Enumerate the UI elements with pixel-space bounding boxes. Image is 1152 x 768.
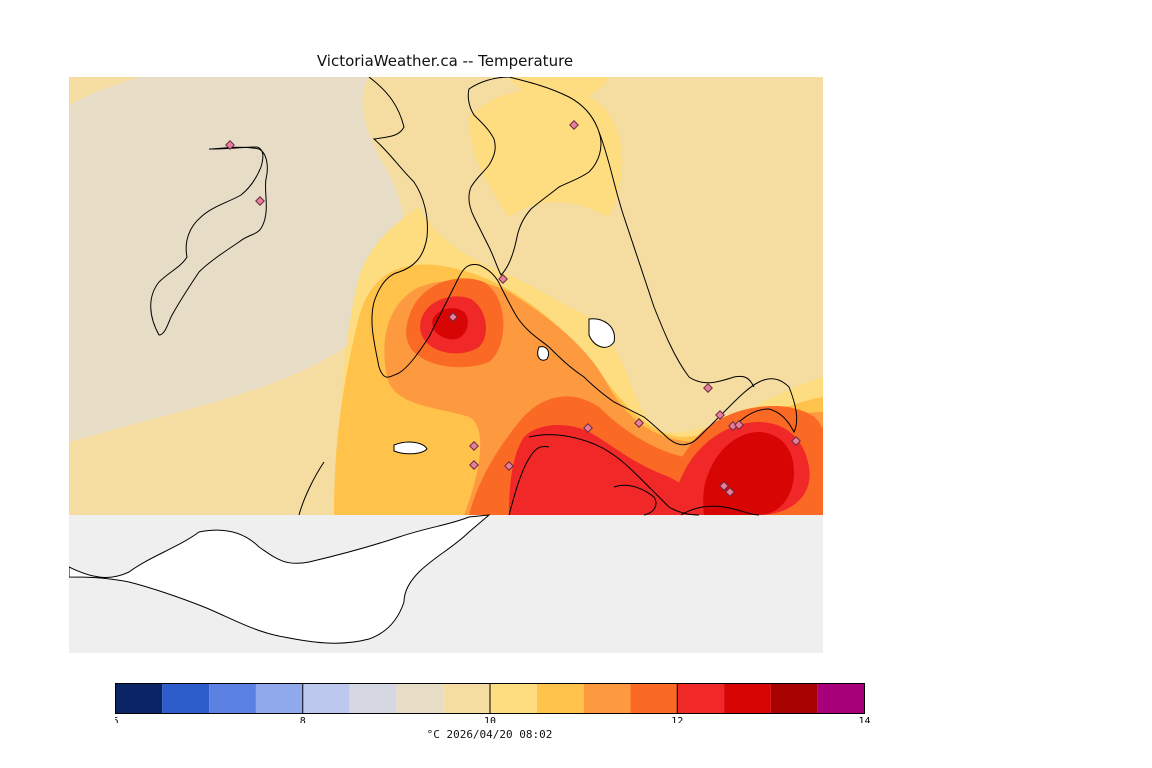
station-marker[interactable]: [725, 487, 735, 497]
station-marker[interactable]: [569, 120, 579, 130]
coastline: [613, 484, 657, 516]
temperature-contours: [69, 77, 823, 515]
station-marker[interactable]: [715, 410, 725, 420]
map-canvas: [69, 77, 823, 653]
station-marker[interactable]: [703, 383, 713, 393]
color-scale-bin: [396, 683, 444, 714]
contour-band: [69, 77, 139, 107]
island: [588, 318, 615, 348]
station-marker[interactable]: [225, 140, 235, 150]
color-scale-bin: [583, 683, 631, 714]
map-title: VictoriaWeather.ca -- Temperature: [316, 52, 574, 70]
color-scale-bin: [162, 683, 210, 714]
color-scale-bin: [209, 683, 256, 714]
color-scale-tick-label: 12: [671, 716, 683, 723]
color-scale-bin: [255, 683, 303, 714]
color-scale-tick-label: 14: [858, 716, 870, 723]
color-scale-bin: [817, 683, 865, 714]
station-marker[interactable]: [469, 441, 479, 451]
coastline: [298, 461, 325, 516]
color-scale-tick-label: 8: [300, 716, 306, 723]
coastline: [368, 77, 798, 446]
station-marker[interactable]: [469, 460, 479, 470]
coastline: [150, 146, 268, 336]
island: [537, 346, 550, 361]
coastline: [508, 446, 550, 516]
station-marker[interactable]: [634, 418, 644, 428]
scale-caption: °C 2026/04/20 08:02: [426, 728, 553, 741]
color-scale-bin: [536, 683, 584, 714]
color-scale-tick-label: 10: [484, 716, 496, 723]
color-scale-bin: [115, 683, 163, 714]
coastline: [680, 505, 760, 516]
station-marker[interactable]: [583, 423, 593, 433]
station-marker[interactable]: [448, 312, 458, 322]
color-scale-bin: [490, 683, 537, 714]
color-scale-tick-label: 6: [115, 716, 119, 723]
color-scale-bin: [302, 683, 350, 714]
coastline: [528, 434, 700, 516]
color-scale-bin: [770, 683, 818, 714]
station-marker[interactable]: [734, 420, 744, 430]
contour-band: [432, 308, 468, 340]
station-marker[interactable]: [498, 274, 508, 284]
contour-band: [509, 425, 709, 515]
contour-band: [703, 432, 794, 515]
station-markers: [225, 120, 801, 497]
color-scale-bins: [115, 683, 865, 714]
color-scale-bin: [677, 683, 725, 714]
color-scale-bin: [724, 683, 771, 714]
station-marker[interactable]: [504, 461, 514, 471]
color-scale-bin: [443, 683, 490, 714]
island: [393, 441, 428, 455]
contour-band: [509, 77, 609, 101]
station-marker[interactable]: [791, 436, 801, 446]
color-scale-bin: [349, 683, 397, 714]
coastline: [598, 131, 755, 388]
color-scale-bin: [630, 683, 678, 714]
land-mass: [69, 514, 491, 644]
station-marker[interactable]: [255, 196, 265, 206]
coastline: [467, 77, 602, 276]
station-marker[interactable]: [728, 421, 738, 431]
color-scale: 6 8 10 12 14: [115, 683, 871, 723]
station-marker[interactable]: [719, 481, 729, 491]
temperature-map[interactable]: [69, 77, 823, 653]
color-scale-ticks: 6 8 10 12 14: [115, 683, 871, 723]
contour-band: [469, 88, 623, 217]
